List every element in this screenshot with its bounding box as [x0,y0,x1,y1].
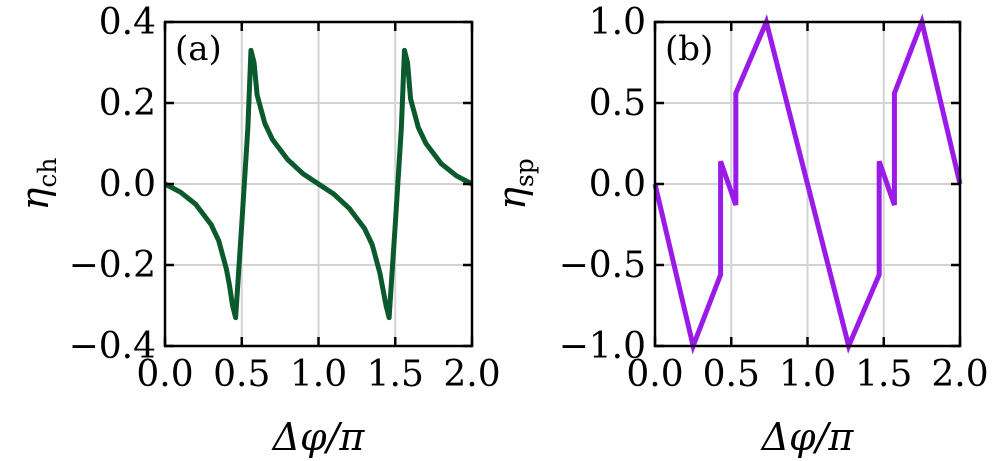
panel-b-label: (b) [665,29,713,69]
panel-a-y-axis-symbol: η [13,187,57,210]
panel-b-ticks [653,20,962,348]
panel-a-y-axis-subscript: ch [33,158,62,188]
panel-a-label: (a) [175,29,222,69]
panel-a-y-tick-label-0: −0.4 [69,326,156,367]
panel-a-x-tick-label-2: 1.0 [290,354,347,395]
panel-b-y-axis-subscript: sp [510,158,539,187]
panel-a-y-tick-label-1: −0.2 [69,245,156,286]
panel-b-x-axis-label: Δφ/π [760,415,855,459]
panel-a-x-tick-label-0: 0.0 [136,354,193,395]
panel-a-x-tick-label-4: 2.0 [443,354,500,395]
panel-a-y-tick-labels: −0.4 −0.2 0.0 0.2 0.4 [69,2,156,367]
panel-b-x-tick-label-1: 0.5 [703,354,760,395]
panel-b-y-axis-label: ηsp [490,158,539,210]
panel-a-series-line [163,47,474,321]
panel-b-y-tick-label-0: −1.0 [559,326,646,367]
panel-b-y-tick-label-1: −0.5 [559,245,646,286]
panel-b-series-line [652,13,963,355]
panel-a-y-tick-label-4: 0.4 [99,2,156,43]
panel-b-y-tick-label-3: 0.5 [589,83,646,124]
panel-a-x-axis-label: Δφ/π [271,415,366,459]
panel-a-x-tick-labels: 0.0 0.5 1.0 1.5 2.0 [136,354,500,395]
panel-b-y-tick-label-2: 0.0 [589,164,646,205]
panel-b-y-axis-symbol: η [490,187,534,210]
panel-a-y-axis-label: ηch [13,158,62,211]
panel-a-y-tick-label-3: 0.2 [99,83,156,124]
panel-a-ticks [163,20,474,348]
panel-b-y-tick-label-4: 1.0 [589,2,646,43]
panel-a-x-tick-label-3: 1.5 [367,354,424,395]
panel-b-x-tick-label-0: 0.0 [626,354,683,395]
panel-b: 0.0 0.5 1.0 1.5 2.0 −1.0 −0.5 0.0 0.5 1.0 (b) Δφ… [490,2,989,459]
panel-a: 0.0 0.5 1.0 1.5 2.0 −0.4 −0.2 0.0 0.2 0.4 (a) Δφ… [13,2,501,459]
panel-a-x-tick-label-1: 0.5 [213,354,270,395]
panel-b-x-tick-label-3: 1.5 [855,354,912,395]
panel-b-x-tick-label-4: 2.0 [931,354,988,395]
panel-b-x-tick-labels: 0.0 0.5 1.0 1.5 2.0 [626,354,988,395]
panel-b-x-tick-label-2: 1.0 [779,354,836,395]
panel-b-y-tick-labels: −1.0 −0.5 0.0 0.5 1.0 [559,2,646,367]
panel-a-y-tick-label-2: 0.0 [99,164,156,205]
